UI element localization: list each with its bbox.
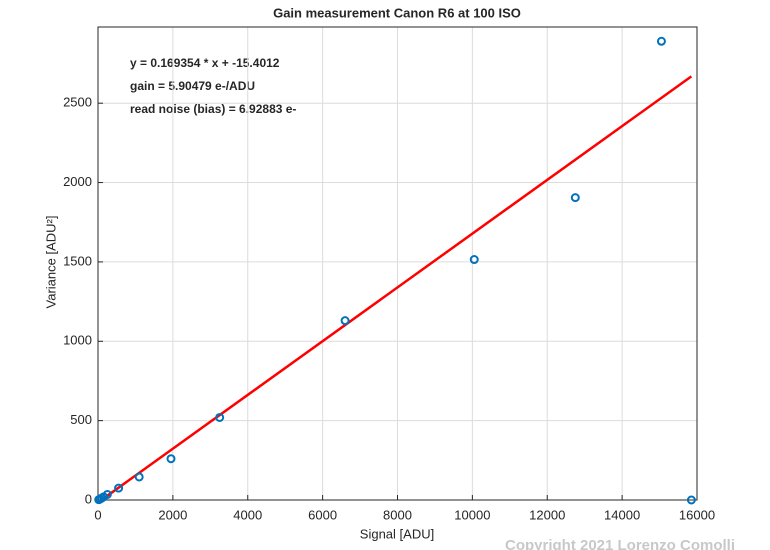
data-point [215,412,225,422]
x-tick-label: 16000 [679,507,715,522]
y-tick-label: 0 [85,491,92,506]
annotation: gain = 5.90479 e-/ADU [130,79,255,93]
data-point [166,454,176,464]
x-tick-label: 12000 [529,507,565,522]
x-tick-label: 14000 [604,507,640,522]
chart-title: Gain measurement Canon R6 at 100 ISO [273,5,521,20]
data-point [340,316,350,326]
y-tick-label: 1000 [63,333,92,348]
x-tick-label: 0 [94,507,101,522]
data-point [134,472,144,482]
y-tick-label: 1500 [63,253,92,268]
y-tick-label: 2000 [63,174,92,189]
data-point [469,255,479,265]
x-tick-label: 10000 [454,507,490,522]
x-axis-label: Signal [ADU] [360,526,434,541]
plot-frame [97,26,698,501]
x-tick-label: 8000 [383,507,412,522]
data-point [102,489,112,499]
x-tick-label: 4000 [233,507,262,522]
fit-line [97,75,693,504]
x-tick-label: 6000 [308,507,337,522]
y-tick-label: 2500 [63,95,92,110]
data-point [114,483,124,493]
data-point [656,36,666,46]
y-tick-label: 500 [70,412,92,427]
data-point [570,193,580,203]
watermark: Copyright 2021 Lorenzo Comolli [505,537,735,550]
x-tick-label: 2000 [158,507,187,522]
y-axis-label: Variance [ADU²] [43,216,58,309]
annotation: y = 0.169354 * x + -15.4012 [130,56,280,70]
annotation: read noise (bias) = 6.92883 e- [130,102,296,116]
data-point [686,495,696,505]
